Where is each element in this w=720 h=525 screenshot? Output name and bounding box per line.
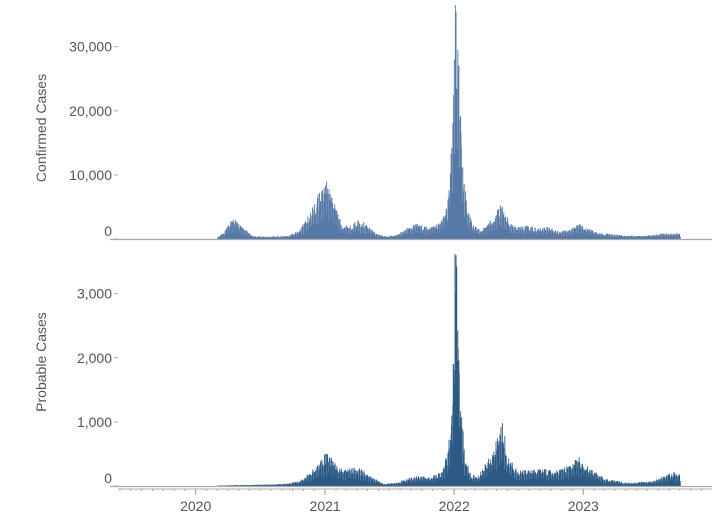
x-tick-label: 2020 — [180, 498, 211, 514]
x-tick-label: 2022 — [439, 498, 470, 514]
y-tick-label: 0 — [104, 470, 112, 486]
y-tick-label: 0 — [104, 223, 112, 239]
data-bar — [680, 237, 681, 239]
probable-cases-axis-title: Probable Cases — [33, 312, 49, 412]
confirmed-cases-panel: 0 10,000 20,000 30,000 — [69, 5, 712, 240]
x-tick-label: 2021 — [310, 498, 341, 514]
y-tick-label: 20,000 — [69, 103, 112, 119]
y-tick-label: 3,000 — [77, 286, 112, 302]
y-tick-label: 30,000 — [69, 39, 112, 55]
probable-cases-panel: 0 1,000 2,000 3,000 2020 2021 2022 2023 — [77, 254, 712, 514]
confirmed-cases-axis-title: Confirmed Cases — [33, 74, 49, 182]
y-tick-label: 10,000 — [69, 167, 112, 183]
x-tick-label: 2023 — [568, 498, 599, 514]
y-tick-label: 1,000 — [77, 414, 112, 430]
data-bar — [680, 481, 681, 486]
y-tick-label: 2,000 — [77, 350, 112, 366]
